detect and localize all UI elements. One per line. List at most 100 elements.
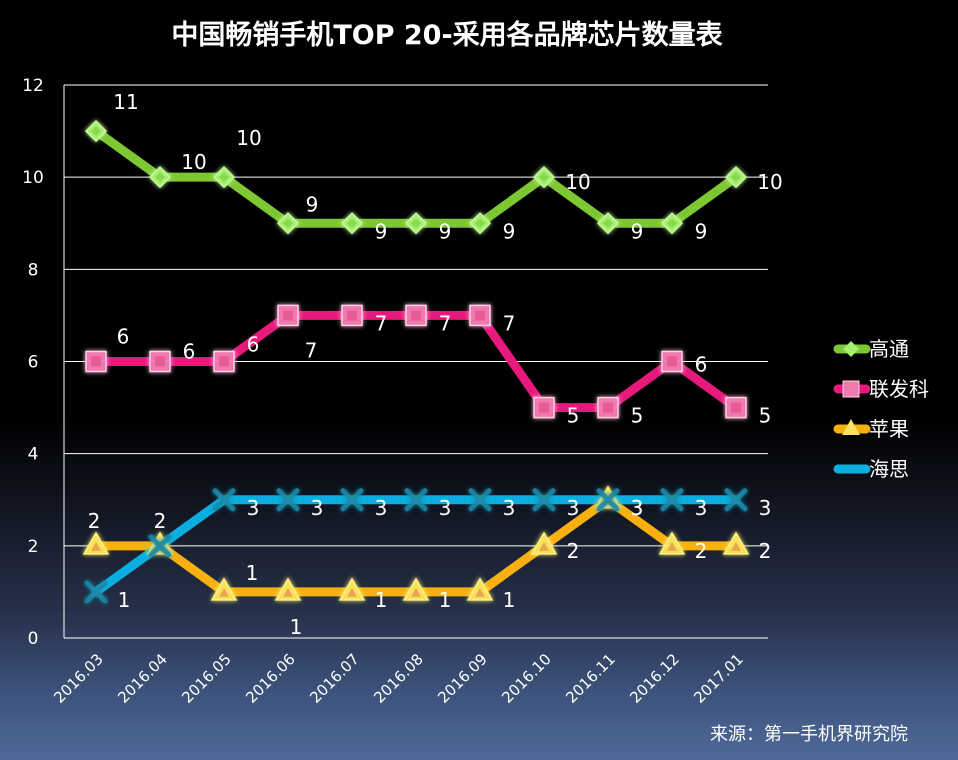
data-label: 7 [305,338,318,362]
data-point-marker [533,396,555,419]
legend-label: 苹果 [869,417,909,441]
data-label: 6 [695,353,708,377]
data-point-marker [724,166,748,189]
data-label: 11 [113,90,138,114]
series-group [82,120,750,604]
data-label: 9 [375,219,388,243]
data-point-marker [212,166,236,189]
x-tick-label: 2016.03 [50,650,107,707]
data-label: 9 [631,219,644,243]
data-label: 10 [236,126,261,150]
data-label: 1 [439,588,452,612]
data-label: 3 [311,496,324,520]
data-point-marker [466,577,494,601]
data-label: 2 [759,539,772,563]
data-point-marker [210,577,238,601]
legend-item: 高通 [833,337,909,361]
y-tick-label: 10 [22,168,44,188]
x-tick-label: 2016.11 [562,650,619,707]
data-label: 3 [759,496,772,520]
data-label: 3 [247,496,260,520]
data-label: 6 [183,340,196,364]
data-label: 7 [439,311,452,335]
data-label: 3 [503,496,516,520]
data-label: 2 [154,509,167,533]
x-tick-label: 2016.04 [114,650,171,707]
data-point-marker [468,488,492,512]
data-label: 9 [695,219,708,243]
data-label: 10 [757,170,782,194]
data-point-marker [596,212,620,235]
x-axis: 2016.03 2016.04 2016.05 2016.06 2016.07 2016.… [50,650,747,707]
y-tick-label: 8 [28,260,39,280]
data-label: 3 [439,496,452,520]
data-point-marker [213,350,235,373]
data-point-marker [661,350,683,373]
data-point-marker [276,212,300,235]
data-point-marker [274,577,302,601]
data-point-marker [660,488,684,512]
data-point-marker [404,212,428,235]
data-point-marker [722,531,750,555]
x-tick-label: 2016.08 [370,650,427,707]
data-point-marker [530,531,558,555]
data-point-marker [82,531,110,555]
data-point-marker [148,166,172,189]
legend-marker-icon [843,341,859,357]
data-label: 2 [695,539,708,563]
data-point-marker [596,488,620,512]
data-label: 3 [375,496,388,520]
x-tick-label: 2016.05 [178,650,235,707]
legend-label: 海思 [869,457,909,481]
data-point-marker [340,212,364,235]
data-point-marker [276,488,300,512]
data-point-marker [725,396,747,419]
data-label: 9 [503,219,516,243]
data-label: 3 [695,496,708,520]
data-point-marker [468,212,492,235]
x-tick-label: 2016.07 [306,650,363,707]
data-label: 5 [631,404,644,428]
source-note: 来源：第一手机界研究院 [710,724,908,745]
data-label: 1 [118,588,131,612]
data-point-marker [212,488,236,512]
data-label: 3 [631,496,644,520]
x-tick-label: 2016.06 [242,650,299,707]
data-point-marker [532,166,556,189]
data-point-marker [341,304,363,327]
data-label: 5 [567,404,580,428]
data-point-marker [338,577,366,601]
data-label: 2 [88,509,101,533]
legend-label: 联发科 [869,377,929,401]
data-label: 1 [246,561,259,585]
data-label: 7 [503,311,516,335]
y-axis: 0 2 4 6 8 10 12 [22,76,44,649]
data-point-marker [149,350,171,373]
data-point-marker [340,488,364,512]
data-point-marker [277,304,299,327]
data-label: 10 [181,150,206,174]
y-tick-label: 4 [28,445,39,465]
data-label: 3 [567,496,580,520]
y-tick-label: 2 [28,537,39,557]
x-tick-label: 2016.09 [434,650,491,707]
legend-marker-icon [842,419,860,435]
data-point-marker [469,304,491,327]
data-label: 9 [306,192,319,216]
chart-title: 中国畅销手机TOP 20-采用各品牌芯片数量表 [171,19,722,51]
legend-marker-icon [842,380,860,398]
data-label: 5 [759,404,772,428]
data-point-marker [85,350,107,373]
data-point-marker [532,488,556,512]
x-tick-label: 2017.01 [690,650,747,707]
y-tick-label: 6 [28,353,39,373]
data-label: 9 [439,219,452,243]
legend-label: 高通 [869,337,909,361]
data-label: 3 [631,496,644,520]
data-point-marker [402,577,430,601]
data-label: 1 [290,615,303,639]
data-label: 6 [247,333,260,357]
data-point-marker [405,304,427,327]
